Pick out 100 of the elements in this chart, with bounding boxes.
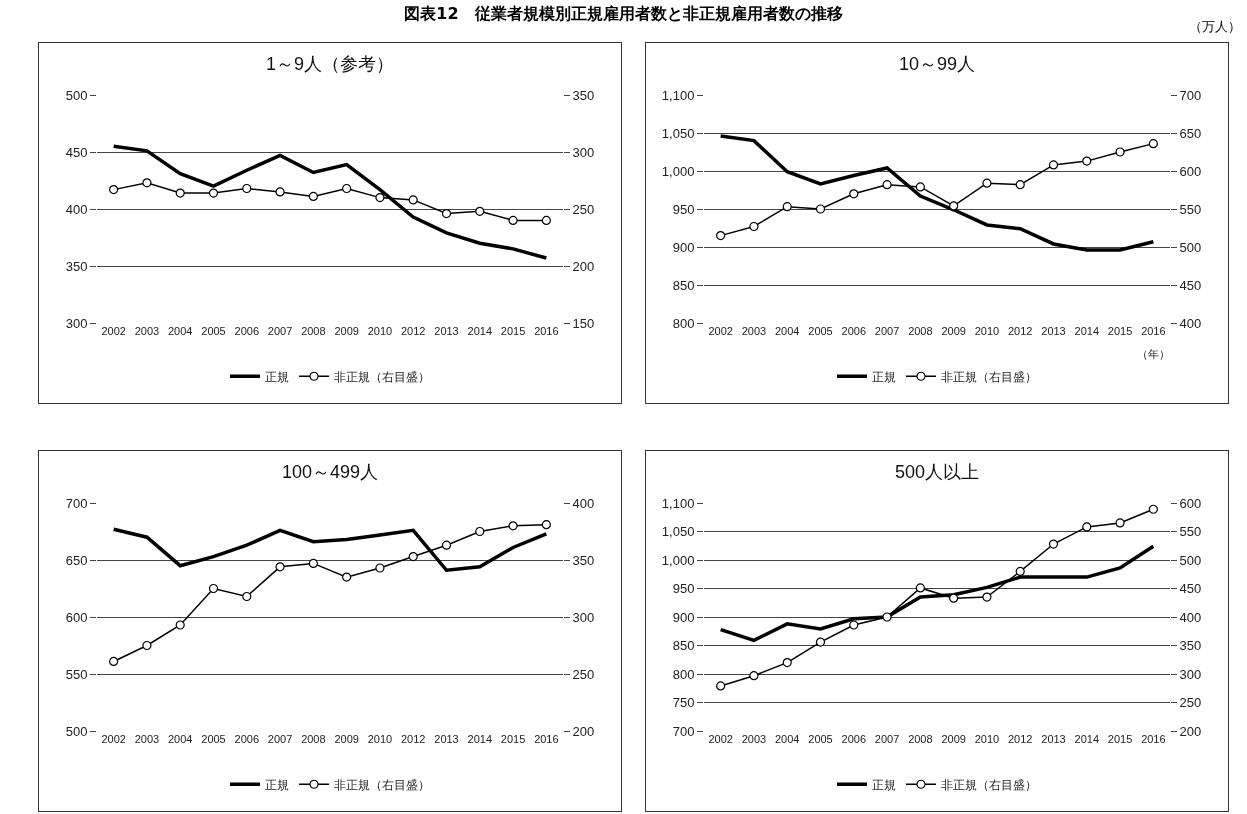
point [716,681,726,691]
x-tick-label: 2015 [1107,733,1133,745]
point [782,658,792,668]
point [1115,147,1125,157]
point [915,583,925,593]
x-tick-label: 2012 [1007,733,1033,745]
line-series [111,144,549,260]
point [749,671,759,681]
y-tick-label: 1,100 [661,495,695,511]
legend-label: 非正規（右目盛） [334,369,430,384]
point [375,563,385,573]
y2-tick-label: 600 [1179,163,1202,179]
x-tick-label: 2002 [708,733,733,745]
point [1115,518,1125,528]
y2-tick-label: 350 [572,87,595,103]
point [815,204,826,214]
y-tick-label: 700 [65,495,88,511]
y2-tick-label: 200 [572,723,595,739]
legend-label: 非正規（右目盛） [941,777,1037,792]
y2-tick-label: 400 [1179,315,1202,331]
x-tick-label: 2005 [201,733,226,745]
x-tick-label: 2008 [908,325,933,337]
text: （万人） [1189,18,1241,36]
x-tick-label: 2010 [974,325,1000,337]
y-tick-label: 350 [65,258,88,274]
x-tick-label: 2013 [434,325,459,337]
y2-tick-label: 450 [1179,581,1202,597]
point [275,562,285,572]
x-tick-label: 2009 [941,325,966,337]
x-tick-label: 2004 [167,733,193,745]
y-tick-label: 950 [672,201,695,217]
legend-label: 非正規（右目盛） [941,369,1037,384]
point [142,178,152,188]
y-tick-label: 300 [65,315,88,331]
point [208,188,219,198]
x-tick-label: 2005 [808,733,833,745]
y-tick-label: 850 [672,638,695,654]
y2-tick-label: 350 [572,552,595,568]
x-tick-label: 2016 [1141,733,1166,745]
point [308,191,318,202]
x-tick-label: 2010 [367,325,393,337]
x-tick-label: 2007 [874,733,900,745]
y2-tick-label: 550 [1179,201,1202,217]
point [408,551,418,562]
x-tick-label: 2002 [708,325,733,337]
chart-title: 100～499人 [281,462,379,482]
y2-tick-label: 300 [572,609,595,625]
legend-label: 正規 [265,777,289,792]
point [475,526,485,537]
legend-label: 正規 [265,369,289,384]
point [716,231,726,241]
x-tick-label: 2003 [134,733,160,745]
point [982,178,992,188]
y-tick-label: 900 [672,239,695,255]
x-tick-label: 2015 [500,325,526,337]
y-tick-label: 1,000 [661,552,695,568]
legend-label: 正規 [872,369,896,384]
y2-tick-label: 700 [1179,87,1202,103]
x-tick-label: 2014 [467,325,493,337]
y2-tick-label: 650 [1179,125,1202,141]
point [849,620,859,630]
point [982,592,992,602]
x-tick-label: 2004 [774,733,800,745]
x-tick-label: 2014 [467,733,493,745]
y-tick-label: 1,100 [661,87,695,103]
point [342,183,352,194]
x-tick-label: 2004 [167,325,193,337]
y-tick-label: 600 [65,609,88,625]
point [142,640,152,651]
y2-tick-label: 550 [1179,524,1202,540]
y-tick-label: 400 [65,201,88,217]
x-tick-label: 2007 [267,733,293,745]
y-tick-label: 450 [65,144,88,160]
x-tick-label: 2008 [301,733,326,745]
x-tick-label: 2013 [1041,325,1066,337]
point [308,558,318,569]
point [441,540,452,550]
x-tick-label: 2016 [534,733,559,745]
x-tick-label: 2003 [134,325,160,337]
y2-tick-label: 300 [1179,666,1202,682]
y2-tick-label: 500 [1179,239,1202,255]
point [1082,522,1092,532]
point [375,193,385,203]
x-tick-label: 2016 [534,325,559,337]
y-tick-label: 550 [65,666,88,682]
legend-label: 非正規（右目盛） [334,777,430,792]
y-tick-label: 900 [672,609,695,625]
point [508,215,518,225]
y2-tick-label: 450 [1179,277,1202,293]
point [109,656,119,667]
point [882,180,892,190]
point [1148,139,1158,149]
x-tick-label: 2012 [400,325,426,337]
point [1048,160,1059,170]
y2-tick-label: 350 [1179,638,1202,654]
x-tick-label: 2016 [1141,325,1166,337]
x-tick-label: 2013 [434,733,459,745]
x-tick-label: 2012 [1007,325,1033,337]
x-tick-label: 2008 [301,325,326,337]
point [949,201,959,211]
